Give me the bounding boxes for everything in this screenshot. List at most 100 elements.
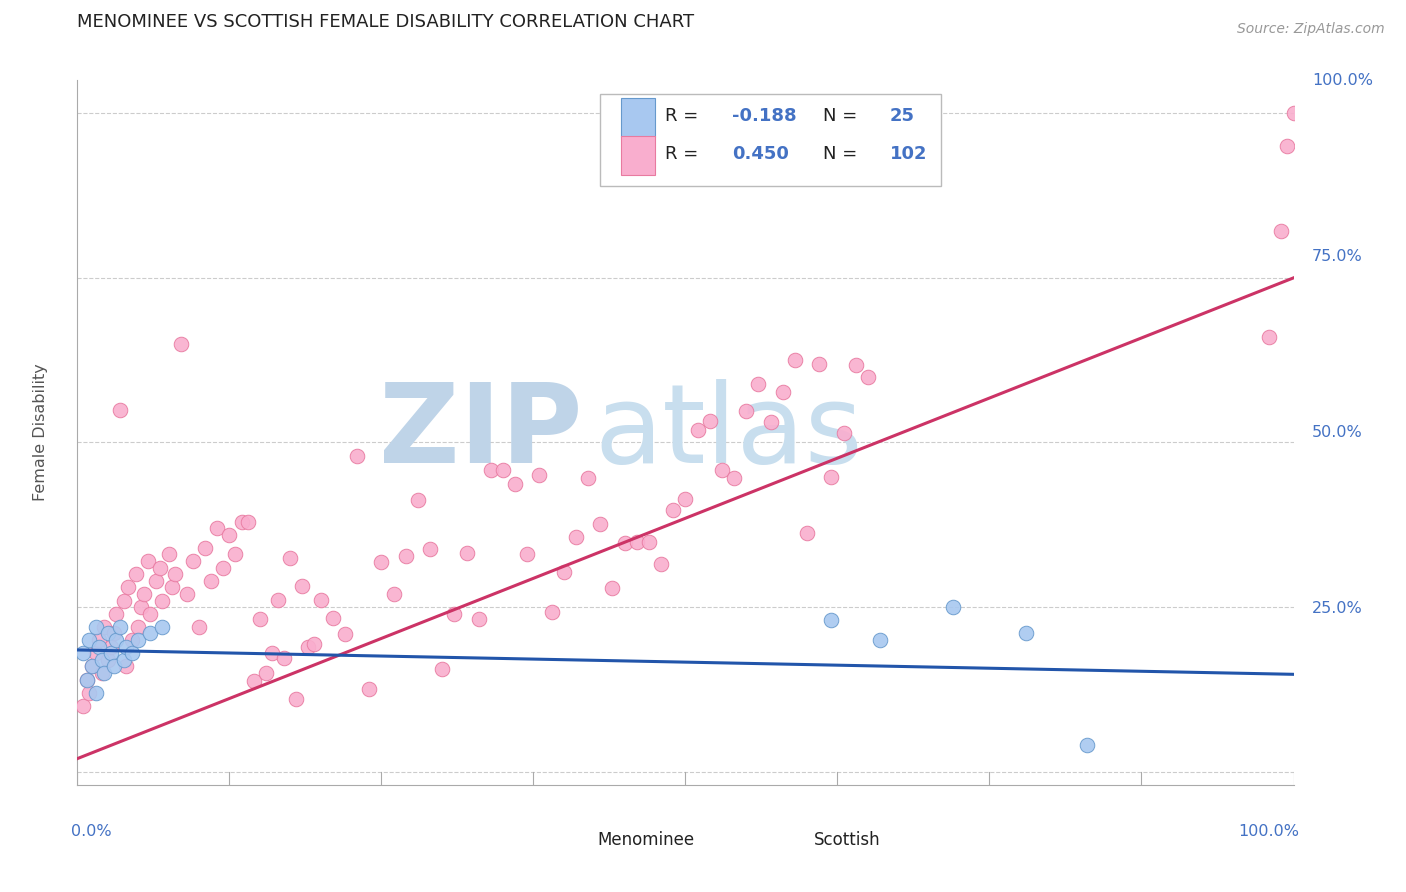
Point: [93, 665, 115, 680]
Text: -0.188: -0.188: [731, 107, 796, 125]
Point: [553, 566, 575, 580]
Text: atlas: atlas: [595, 379, 863, 486]
Point: [576, 471, 599, 485]
Point: [273, 651, 295, 665]
Point: [832, 426, 855, 441]
Point: [100, 646, 122, 660]
Text: 25.0%: 25.0%: [1312, 601, 1362, 616]
Point: [160, 581, 183, 595]
Point: [176, 587, 198, 601]
Point: [152, 593, 174, 607]
Point: [285, 692, 308, 706]
Point: [79, 686, 101, 700]
Point: [125, 567, 148, 582]
Point: [869, 633, 891, 648]
Point: [638, 534, 661, 549]
Point: [406, 493, 429, 508]
Point: [108, 620, 131, 634]
Point: [322, 611, 344, 625]
Point: [686, 423, 709, 437]
Point: [820, 613, 842, 627]
Point: [479, 463, 502, 477]
Point: [291, 579, 314, 593]
Point: [72, 646, 94, 660]
Point: [503, 477, 526, 491]
Point: [76, 673, 98, 687]
Point: [112, 653, 135, 667]
Point: [236, 515, 259, 529]
Point: [492, 463, 515, 477]
Point: [224, 548, 246, 562]
Point: [735, 403, 758, 417]
Point: [723, 471, 745, 485]
Text: Female Disability: Female Disability: [34, 364, 48, 501]
Point: [97, 626, 120, 640]
Point: [205, 521, 228, 535]
Point: [145, 574, 167, 588]
Text: 50.0%: 50.0%: [1312, 425, 1362, 440]
Point: [783, 353, 806, 368]
Point: [152, 620, 174, 634]
Point: [260, 647, 283, 661]
Point: [80, 659, 103, 673]
Text: Menominee: Menominee: [598, 831, 695, 849]
Point: [170, 336, 193, 351]
Point: [149, 560, 172, 574]
Point: [72, 698, 94, 713]
Point: [163, 567, 186, 582]
Point: [100, 640, 122, 654]
Bar: [783, 827, 810, 854]
Bar: [621, 136, 655, 175]
Point: [589, 516, 612, 531]
Text: 100.0%: 100.0%: [1239, 823, 1299, 838]
Point: [188, 620, 211, 634]
Point: [359, 681, 381, 696]
Point: [231, 515, 253, 529]
Point: [127, 633, 149, 648]
Point: [115, 659, 138, 673]
Point: [1277, 139, 1299, 153]
Point: [297, 640, 319, 654]
Point: [103, 659, 125, 673]
Bar: [621, 98, 655, 137]
Point: [129, 600, 152, 615]
Text: 75.0%: 75.0%: [1312, 249, 1362, 264]
Point: [419, 542, 441, 557]
Point: [820, 470, 842, 484]
Point: [90, 665, 112, 680]
Point: [772, 385, 794, 400]
Point: [710, 463, 733, 477]
Point: [139, 607, 162, 621]
Point: [430, 662, 453, 676]
Point: [93, 620, 115, 634]
FancyBboxPatch shape: [600, 95, 941, 186]
Point: [90, 653, 112, 667]
Point: [103, 626, 125, 640]
Point: [845, 359, 868, 373]
Point: [89, 640, 111, 654]
Point: [84, 620, 107, 634]
Point: [278, 551, 301, 566]
Point: [467, 612, 489, 626]
Point: [650, 557, 672, 571]
Point: [699, 414, 721, 428]
Point: [333, 627, 356, 641]
Point: [1258, 330, 1281, 344]
Text: MENOMINEE VS SCOTTISH FEMALE DISABILITY CORRELATION CHART: MENOMINEE VS SCOTTISH FEMALE DISABILITY …: [77, 13, 695, 31]
Point: [626, 534, 648, 549]
Text: 25: 25: [890, 107, 915, 125]
Point: [443, 607, 465, 621]
Text: N =: N =: [823, 107, 863, 125]
Point: [84, 686, 107, 700]
Point: [304, 637, 326, 651]
Point: [675, 491, 697, 506]
Point: [127, 620, 149, 634]
Point: [1076, 739, 1098, 753]
Point: [194, 541, 217, 555]
Point: [395, 549, 418, 563]
Text: R =: R =: [665, 145, 704, 163]
Point: [249, 612, 271, 626]
Point: [136, 554, 159, 568]
Text: Scottish: Scottish: [814, 831, 882, 849]
Point: [97, 653, 120, 667]
